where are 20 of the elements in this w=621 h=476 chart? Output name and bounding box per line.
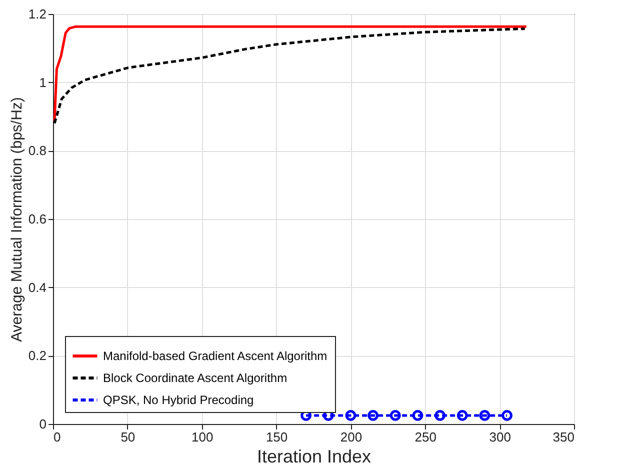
legend-label: Manifold-based Gradient Ascent Algorithm (103, 349, 328, 363)
y-tick-label: 0 (39, 416, 46, 432)
x-tick-label: 150 (266, 430, 288, 444)
x-tick-label: 200 (340, 430, 362, 444)
y-axis-title: Average Mutual Information (bps/Hz) (8, 97, 26, 342)
y-tick-label: 0.8 (28, 143, 46, 158)
x-tick-label: 100 (192, 430, 214, 444)
y-tick-label: 0.2 (28, 348, 46, 364)
x-tick-label: 0 (54, 430, 61, 444)
y-tick-label: 0.6 (28, 212, 46, 226)
legend-label: Block Coordinate Ascent Algorithm (103, 371, 288, 385)
x-tick-label: 50 (120, 430, 136, 444)
y-tick-label: 1.2 (28, 6, 46, 22)
x-tick-label: 350 (552, 430, 574, 444)
y-tick-label: 0.4 (28, 280, 46, 295)
legend-label: QPSK, No Hybrid Precoding (103, 393, 254, 407)
x-tick-label: 300 (489, 430, 511, 444)
x-axis-title: Iteration Index (256, 446, 372, 466)
x-tick-label: 250 (414, 430, 436, 444)
y-tick-label: 1 (39, 74, 46, 90)
